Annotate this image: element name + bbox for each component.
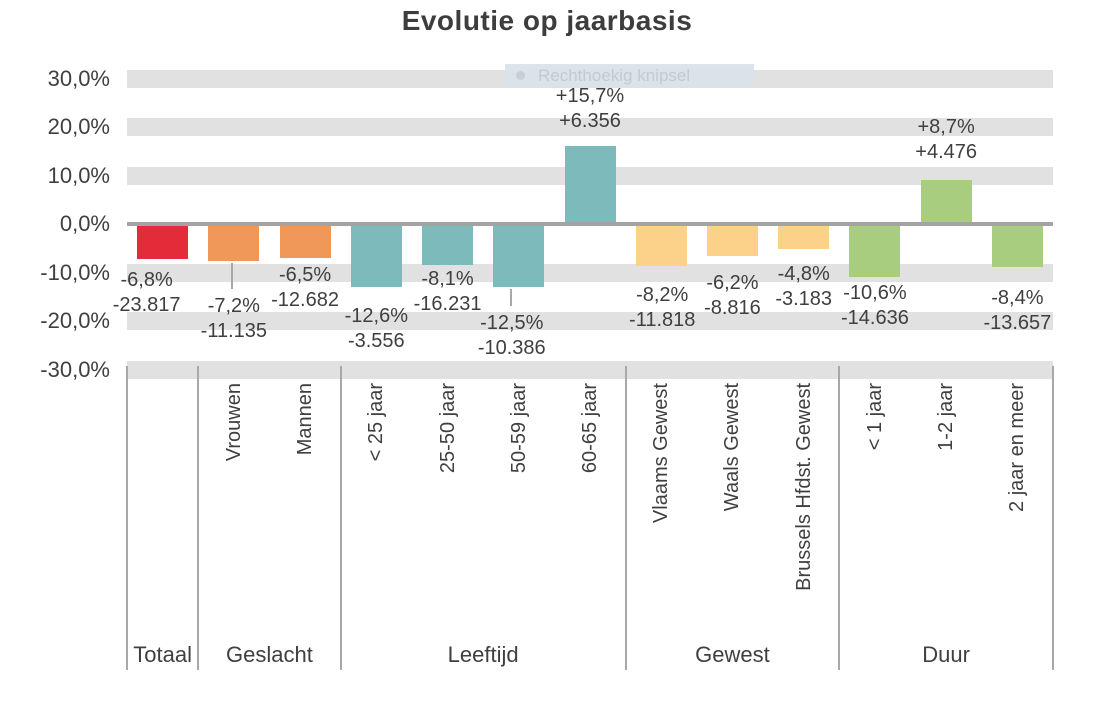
- category-label-2-jaar-en-meer: 2 jaar en meer: [1006, 383, 1029, 512]
- y-axis-tick-label: -10,0%: [40, 259, 110, 285]
- bar-pct-label: +15,7%: [555, 84, 625, 107]
- zero-axis-line: [127, 222, 1053, 226]
- bar-count-label: -14.636: [841, 307, 909, 330]
- bar-60-65-jaar[interactable]: [564, 145, 616, 222]
- category-label-vlaams-gewest: Vlaams Gewest: [650, 383, 673, 524]
- bar-25-jaar[interactable]: [350, 226, 402, 288]
- category-group-divider: [1052, 366, 1054, 670]
- bar-totaal[interactable]: [137, 226, 189, 259]
- bar-count-label: -11.818: [629, 308, 696, 331]
- y-axis-tick-label: 20,0%: [47, 114, 110, 139]
- category-label-60-65-jaar: 60-65 jaar: [579, 383, 601, 474]
- bar-count-label: -13.657: [983, 311, 1052, 334]
- bar-data-label: -10,6% -14.636: [800, 281, 950, 331]
- bar-count-label: -16.231: [413, 293, 482, 316]
- group-label-gewest: Gewest: [695, 642, 770, 667]
- bar-count-label: -23.817: [112, 293, 181, 316]
- group-label-duur: Duur: [922, 642, 970, 667]
- bar-pct-label: -4,8%: [777, 263, 830, 286]
- category-label-vrouwen: Vrouwen: [222, 383, 245, 462]
- bar-pct-label: -12,6%: [344, 305, 408, 328]
- category-label-1-2-jaar: 1-2 jaar: [935, 383, 958, 451]
- bar-pct-label: -8,4%: [991, 286, 1044, 309]
- bar-count-label: +6.356: [559, 109, 621, 132]
- group-label-leeftijd: Leeftijd: [447, 642, 519, 667]
- category-label-brussels-hfdst-gewest: Brussels Hfdst. Gewest: [792, 383, 815, 591]
- y-axis-tick-label: 0,0%: [59, 211, 110, 236]
- chart-title: Evolutie op jaarbasis: [401, 5, 693, 36]
- bar-count-label: -12.682: [271, 288, 339, 311]
- snip-mode-label: Rechthoekig knipsel: [538, 65, 691, 85]
- group-label-totaal: Totaal: [133, 642, 192, 667]
- category-group-divider: [126, 366, 128, 670]
- gridline-band: [127, 360, 1053, 379]
- y-axis-tick-label: -30,0%: [40, 356, 110, 382]
- snip-mode-overlay[interactable]: Rechthoekig knipsel: [505, 64, 754, 87]
- bar-brussels-hfdst-gewest[interactable]: [778, 226, 830, 250]
- bar-pct-label: -6,5%: [278, 263, 332, 286]
- bar-count-label: -3.183: [775, 288, 833, 311]
- y-axis-tick-label: -20,0%: [40, 308, 110, 333]
- bar-waals-gewest[interactable]: [706, 226, 758, 257]
- bar-vrouwen[interactable]: [208, 226, 260, 261]
- group-label-geslacht: Geslacht: [226, 642, 313, 667]
- category-group-divider: [838, 366, 841, 670]
- bar-pct-label: -10,6%: [843, 282, 907, 305]
- bar-2-jaar-en-meer[interactable]: [991, 226, 1043, 267]
- bar-data-label: -12,5% -10.386: [437, 311, 587, 361]
- bar-count-label: -11.135: [200, 319, 268, 342]
- bar-pct-label: -6,8%: [120, 268, 173, 291]
- bar-50-59-jaar[interactable]: [493, 226, 545, 287]
- radio-dot-icon: [516, 71, 525, 80]
- category-label-25-50-jaar: 25-50 jaar: [436, 383, 459, 474]
- category-label-waals-gewest: Waals Gewest: [721, 383, 744, 512]
- bar-pct-label: -8,1%: [421, 268, 474, 291]
- bar-data-label: +8,7% +4.476: [871, 115, 1021, 165]
- category-label-mannen: Mannen: [294, 383, 317, 456]
- leader-line: [509, 288, 512, 306]
- bar-vlaams-gewest[interactable]: [635, 226, 687, 266]
- category-label-1-jaar: < 1 jaar: [863, 383, 886, 451]
- gridline-band: [127, 312, 1053, 330]
- bar-data-label: -4,8% -3.183: [729, 262, 879, 312]
- bar-data-label: -12,6% -3.556: [301, 304, 451, 354]
- bar-pct-label: -12,5%: [480, 311, 544, 334]
- bar-count-label: +4.476: [915, 140, 977, 163]
- category-group-divider: [339, 366, 342, 670]
- bar-pct-label: -6,2%: [706, 272, 759, 295]
- bar-data-label: -6,2% -8.816: [657, 271, 807, 321]
- bar-1-2-jaar[interactable]: [920, 179, 972, 222]
- bar-pct-label: -7,2%: [207, 294, 260, 317]
- bar-pct-label: -8,2%: [636, 283, 689, 306]
- bar-mannen[interactable]: [279, 226, 331, 258]
- bar-25-50-jaar[interactable]: [422, 226, 474, 266]
- bar-1-jaar[interactable]: [849, 226, 901, 278]
- bar-data-label: -8,4% -13.657: [942, 286, 1092, 336]
- bar-data-label: -6,8% -23.817: [72, 268, 222, 318]
- category-label-25-jaar: < 25 jaar: [365, 383, 388, 462]
- bar-count-label: -10.386: [477, 336, 546, 359]
- category-label-50-59-jaar: 50-59 jaar: [507, 383, 530, 474]
- category-group-divider: [624, 366, 627, 670]
- bar-data-label: -6,5% -12.682: [230, 263, 380, 313]
- bar-data-label: +15,7% +6.356: [515, 84, 665, 134]
- gridline-band: [127, 118, 1053, 136]
- leader-line: [230, 262, 233, 289]
- category-group-divider: [197, 366, 200, 670]
- bar-count-label: -8.816: [704, 297, 761, 320]
- y-axis-tick-label: 10,0%: [47, 162, 110, 188]
- bar-data-label: -8,1% -16.231: [373, 267, 523, 317]
- bar-data-label: -8,2% -11.818: [587, 283, 737, 333]
- bar-pct-label: +8,7%: [917, 115, 975, 138]
- y-axis-tick-label: 30,0%: [47, 65, 110, 91]
- bar-count-label: -3.556: [347, 330, 405, 353]
- bar-data-label: -7,2% -11.135: [159, 294, 309, 344]
